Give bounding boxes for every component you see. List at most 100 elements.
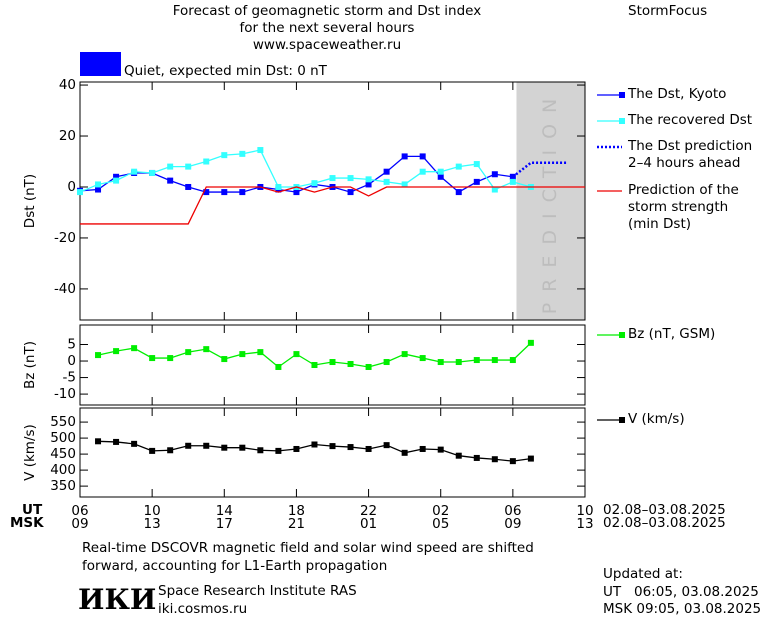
point: [383, 359, 390, 366]
point: [401, 153, 408, 160]
msk-range: 02.08–03.08.2025: [603, 515, 726, 531]
x-tick-label: 18: [288, 503, 305, 519]
status-swatch: [80, 52, 121, 76]
point: [347, 175, 354, 182]
y-axis-title: Bz (nT): [22, 341, 38, 389]
point: [167, 355, 174, 362]
y-tick-label: 5: [67, 337, 76, 353]
x-tick-label: 14: [216, 503, 233, 519]
point: [527, 339, 534, 346]
point: [257, 147, 264, 154]
y-tick-label: 20: [59, 128, 76, 144]
point: [347, 189, 354, 196]
status-text: Quiet, expected min Dst: 0 nT: [124, 63, 327, 79]
plot-frame: [79, 324, 586, 406]
point: [455, 359, 462, 366]
point: [437, 446, 444, 453]
point: [365, 445, 372, 452]
point: [311, 441, 318, 448]
y-tick-label: 0: [67, 179, 76, 195]
point: [293, 189, 300, 196]
legend-marker: [619, 118, 625, 124]
point: [329, 175, 336, 182]
y-tick-label: 550: [50, 414, 76, 430]
point: [239, 189, 246, 196]
legend-text: The Dst prediction 2–4 hours ahead: [628, 138, 753, 171]
point: [203, 189, 210, 196]
x-tick-label: 21: [288, 516, 305, 532]
legend-text: The Dst, Kyoto: [628, 86, 727, 102]
point: [401, 449, 408, 456]
point: [203, 346, 210, 353]
x-tick-label: 02: [432, 503, 449, 519]
point: [221, 356, 228, 363]
point: [95, 186, 102, 193]
x-tick-label: 17: [216, 516, 233, 532]
point: [365, 181, 372, 188]
point: [131, 440, 138, 447]
point: [491, 357, 498, 364]
x-tick-label: 09: [504, 516, 521, 532]
logo: ИКИ: [78, 583, 157, 616]
legend-text: Prediction of the storm strength (min Ds…: [628, 182, 739, 232]
point: [239, 351, 246, 358]
point: [185, 442, 192, 449]
point: [437, 359, 444, 366]
series-line: [512, 161, 567, 178]
point: [167, 447, 174, 454]
point: [455, 452, 462, 459]
point: [527, 455, 534, 462]
point: [491, 186, 498, 193]
point: [257, 447, 264, 454]
point: [491, 456, 498, 463]
y-tick-label: -40: [54, 281, 76, 297]
ut-label: UT: [22, 502, 43, 518]
point: [239, 150, 246, 157]
point: [221, 152, 228, 159]
point: [293, 351, 300, 358]
point: [185, 349, 192, 356]
y-tick-label: -20: [54, 230, 76, 246]
point: [77, 189, 83, 196]
y-tick-label: 500: [50, 430, 76, 446]
y-tick-label: 350: [50, 478, 76, 494]
legend-text: The recovered Dst: [628, 112, 753, 128]
updated-label: Updated at:: [603, 566, 683, 582]
point: [95, 352, 102, 359]
point: [473, 178, 480, 185]
point: [167, 163, 174, 170]
point: [131, 168, 138, 175]
footnote: Real-time DSCOVR magnetic field and sola…: [82, 540, 534, 574]
x-tick-label: 13: [144, 516, 161, 532]
point: [347, 444, 354, 451]
legend-text: Bz (nT, GSM): [628, 326, 716, 342]
point: [113, 348, 120, 355]
point: [275, 363, 282, 370]
point: [419, 168, 426, 175]
point: [95, 181, 102, 188]
msk-label: MSK: [10, 515, 44, 531]
point: [455, 189, 462, 196]
series-line: [79, 149, 532, 193]
y-tick-label: 400: [50, 462, 76, 478]
point: [365, 176, 372, 183]
updated-msk: MSK 09:05, 03.08.2025: [603, 601, 760, 617]
x-tick-label: 10: [144, 503, 161, 519]
point: [329, 443, 336, 450]
point: [221, 189, 228, 196]
point: [131, 345, 138, 352]
point: [203, 442, 210, 449]
point: [509, 178, 516, 185]
x-tick-label: 05: [432, 516, 449, 532]
prediction-region: [516, 82, 585, 320]
institute: Space Research Institute RAS: [158, 583, 357, 599]
point: [257, 349, 264, 356]
point: [419, 445, 426, 452]
prediction-label: PREDICTION: [539, 88, 561, 315]
y-tick-label: 450: [50, 446, 76, 462]
y-tick-label: -5: [63, 370, 76, 386]
ut-range: 02.08–03.08.2025: [603, 502, 726, 518]
x-tick-label: 01: [360, 516, 377, 532]
